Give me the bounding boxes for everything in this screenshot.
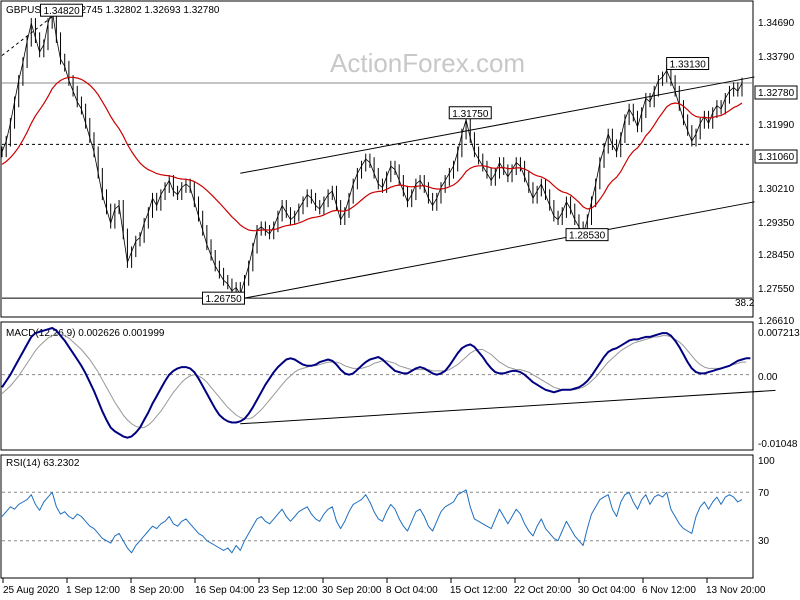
channel-lower-line	[244, 201, 755, 299]
x-tick-label: 15 Oct 12:00	[450, 585, 508, 596]
x-tick-label: 22 Oct 20:00	[514, 585, 572, 596]
price-tick-label: 1.31990	[758, 120, 795, 131]
price-axis-labels: 1.34690 1.33790 1.31990 1.30210 1.29350 …	[758, 18, 795, 327]
annotation-box	[201, 291, 245, 305]
macd-tick-label: 0.00	[758, 372, 778, 383]
channel-upper-line	[240, 76, 755, 174]
macd-panel-frame	[0, 321, 754, 451]
price-tick-label: 1.26610	[758, 316, 795, 327]
annotation-label: 1.26750	[205, 294, 242, 305]
price-tick-label: 1.29350	[758, 218, 795, 229]
price-tick-label: 1.27550	[758, 284, 795, 295]
rsi-label: RSI(14) 63.2302	[6, 458, 80, 469]
x-tick-label: 13 Nov 20:00	[706, 585, 766, 596]
rsi-tick-label: 70	[758, 488, 770, 499]
moving-average-line	[1, 76, 743, 232]
x-tick-label: 8 Sep 20:00	[130, 585, 184, 596]
x-tick-label: 1 Sep 12:00	[66, 585, 120, 596]
annotation-box	[40, 3, 84, 17]
x-tick-label: 25 Aug 2020	[3, 585, 60, 596]
rsi-line	[1, 489, 743, 554]
annotation-box	[565, 228, 609, 242]
rsi-tick-label: 100	[758, 456, 775, 467]
annotation-label: 1.33130	[670, 60, 707, 71]
fib-level-label: 38.2	[735, 298, 755, 309]
macd-trendline	[240, 389, 776, 425]
macd-label: MACD(12,26,9) 0.002626 0.001999	[6, 328, 165, 339]
price-tick-label: 1.30210	[758, 184, 795, 195]
macd-tick-label: 0.007213	[758, 328, 800, 339]
chart-title: GBPUSD,H4 1.32745 1.32802 1.32693 1.3278…	[6, 5, 220, 16]
x-tick-label: 16 Sep 04:00	[195, 585, 255, 596]
x-tick-label: 6 Nov 12:00	[642, 585, 696, 596]
chart-marks: 1.34820 1.26750 1.31750 1.28530 1.33130	[1, 3, 776, 583]
price-close-line	[1, 9, 743, 296]
x-tick-label: 23 Sep 12:00	[258, 585, 318, 596]
watermark: ActionForex.com	[330, 48, 525, 78]
macd-signal-line	[1, 333, 747, 429]
price-tick-label: 1.34690	[758, 18, 795, 29]
x-tick-label: 30 Sep 20:00	[322, 585, 382, 596]
annotation-label: 1.34820	[44, 6, 81, 17]
rsi-panel-frame	[0, 454, 754, 579]
price-tick-label: 1.28450	[758, 250, 795, 261]
current-price-box	[754, 85, 798, 100]
level-price-label: 1.31060	[758, 152, 795, 163]
price-panel-frame	[0, 0, 754, 318]
annotation-label: 1.28530	[569, 231, 606, 242]
price-tick-label: 1.33790	[758, 52, 795, 63]
macd-line	[1, 327, 751, 439]
annotation-box	[448, 106, 492, 120]
rsi-tick-label: 30	[758, 536, 770, 547]
current-price-label: 1.32780	[758, 88, 795, 99]
level-price-box	[754, 149, 798, 164]
x-axis-labels: 25 Aug 2020 1 Sep 12:00 8 Sep 20:00 16 S…	[3, 585, 766, 596]
macd-tick-label: -0.01048	[758, 439, 798, 450]
annotation-label: 1.31750	[452, 109, 489, 120]
x-tick-label: 8 Oct 04:00	[386, 585, 438, 596]
x-tick-label: 30 Oct 04:00	[578, 585, 636, 596]
annotation-box	[666, 57, 710, 71]
